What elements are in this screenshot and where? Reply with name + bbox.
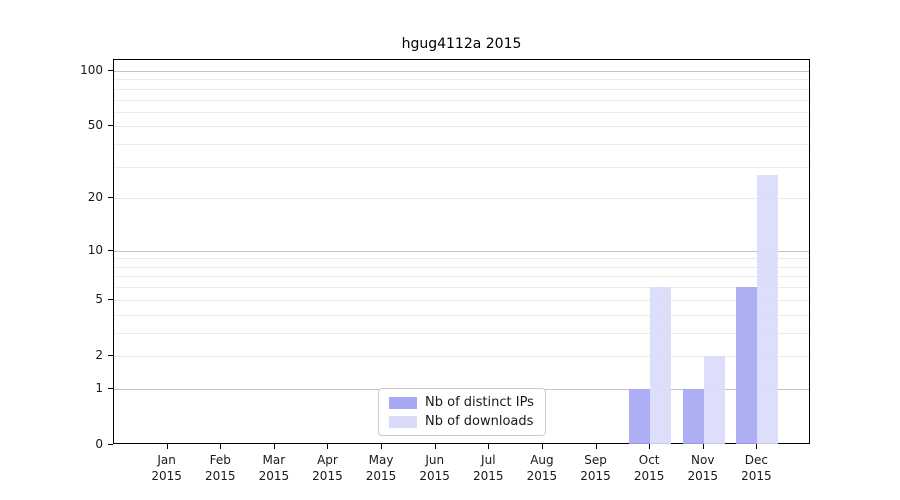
y-axis-tick [108,387,113,389]
gridline-minor [114,144,809,146]
x-axis-tick [273,444,275,449]
gridline-minor [114,276,809,278]
bar-downloads-dec [757,174,779,444]
y-axis-tick-label: 100 [80,63,103,77]
x-axis-tick-label: Jun 2015 [419,453,450,483]
gridline-minor [114,266,809,268]
gridline-minor [114,299,809,301]
legend-item-downloads: Nb of downloads [389,414,535,429]
y-axis-tick [108,354,113,356]
gridline-minor [114,99,809,101]
gridline-minor [114,166,809,168]
x-axis-tick [702,444,704,449]
x-axis-tick [381,444,383,449]
gridline-minor [114,88,809,90]
gridline-minor [114,314,809,316]
legend-item-distinct-ips: Nb of distinct IPs [389,395,535,410]
x-axis-tick [488,444,490,449]
bar-downloads-nov [703,355,725,444]
y-axis-tick [108,444,113,445]
x-axis-tick-label: Apr 2015 [312,453,343,483]
gridline-minor [114,258,809,260]
bar-distinct-ips-dec [736,287,758,444]
y-axis-tick [108,70,113,71]
y-axis-tick [108,125,113,127]
y-axis-tick [108,298,113,300]
y-axis-tick-label: 2 [95,347,103,362]
x-axis-tick [649,444,651,449]
x-axis-tick [434,444,436,449]
x-axis-tick-label: Aug 2015 [526,453,558,483]
x-axis-tick-label: Jul 2015 [473,453,504,483]
y-axis-tick-label: 50 [87,118,103,133]
x-axis-tick-label: Mar 2015 [258,453,290,483]
gridline-major [114,71,809,72]
chart-title: hgug4112a 2015 [401,36,522,52]
x-axis-tick [541,444,543,449]
gridline-minor [114,355,809,357]
y-axis-tick [108,197,113,199]
gridline-minor [114,79,809,81]
x-axis-tick [327,444,329,449]
y-axis-tick-label: 0 [95,437,103,451]
bar-distinct-ips-nov [682,388,704,444]
gridline-minor [114,111,809,113]
bar-downloads-oct [650,287,672,444]
legend-label-distinct-ips: Nb of distinct IPs [425,395,534,410]
gridline-minor [114,198,809,200]
gridline-minor [114,287,809,289]
y-axis-tick-label: 10 [87,242,103,257]
y-axis-tick-label: 1 [95,380,103,395]
gridline-major [114,250,809,252]
x-axis-tick-label: Sep 2015 [580,453,611,483]
plot-area [113,59,810,444]
x-axis-tick-label: Nov 2015 [687,453,719,483]
x-axis-tick-label: Jan 2015 [151,453,182,483]
legend-swatch-distinct-ips [389,396,417,409]
gridline-minor [114,126,809,128]
legend: Nb of distinct IPs Nb of downloads [378,388,546,436]
x-axis-tick-label: Dec 2015 [741,453,772,483]
x-axis-tick [166,444,168,449]
x-axis-tick [756,444,758,449]
x-axis-tick [595,444,597,449]
y-axis-tick [108,249,113,251]
gridline-minor [114,332,809,334]
legend-label-downloads: Nb of downloads [425,414,534,429]
bar-distinct-ips-oct [629,388,651,444]
x-axis-tick-label: May 2015 [365,453,397,483]
legend-swatch-downloads [389,415,417,428]
x-axis-tick-label: Oct 2015 [633,453,665,483]
x-axis-tick [220,444,222,449]
y-axis-tick-label: 5 [95,291,103,306]
y-axis-tick-label: 20 [87,190,103,205]
x-axis-tick-label: Feb 2015 [204,453,236,483]
